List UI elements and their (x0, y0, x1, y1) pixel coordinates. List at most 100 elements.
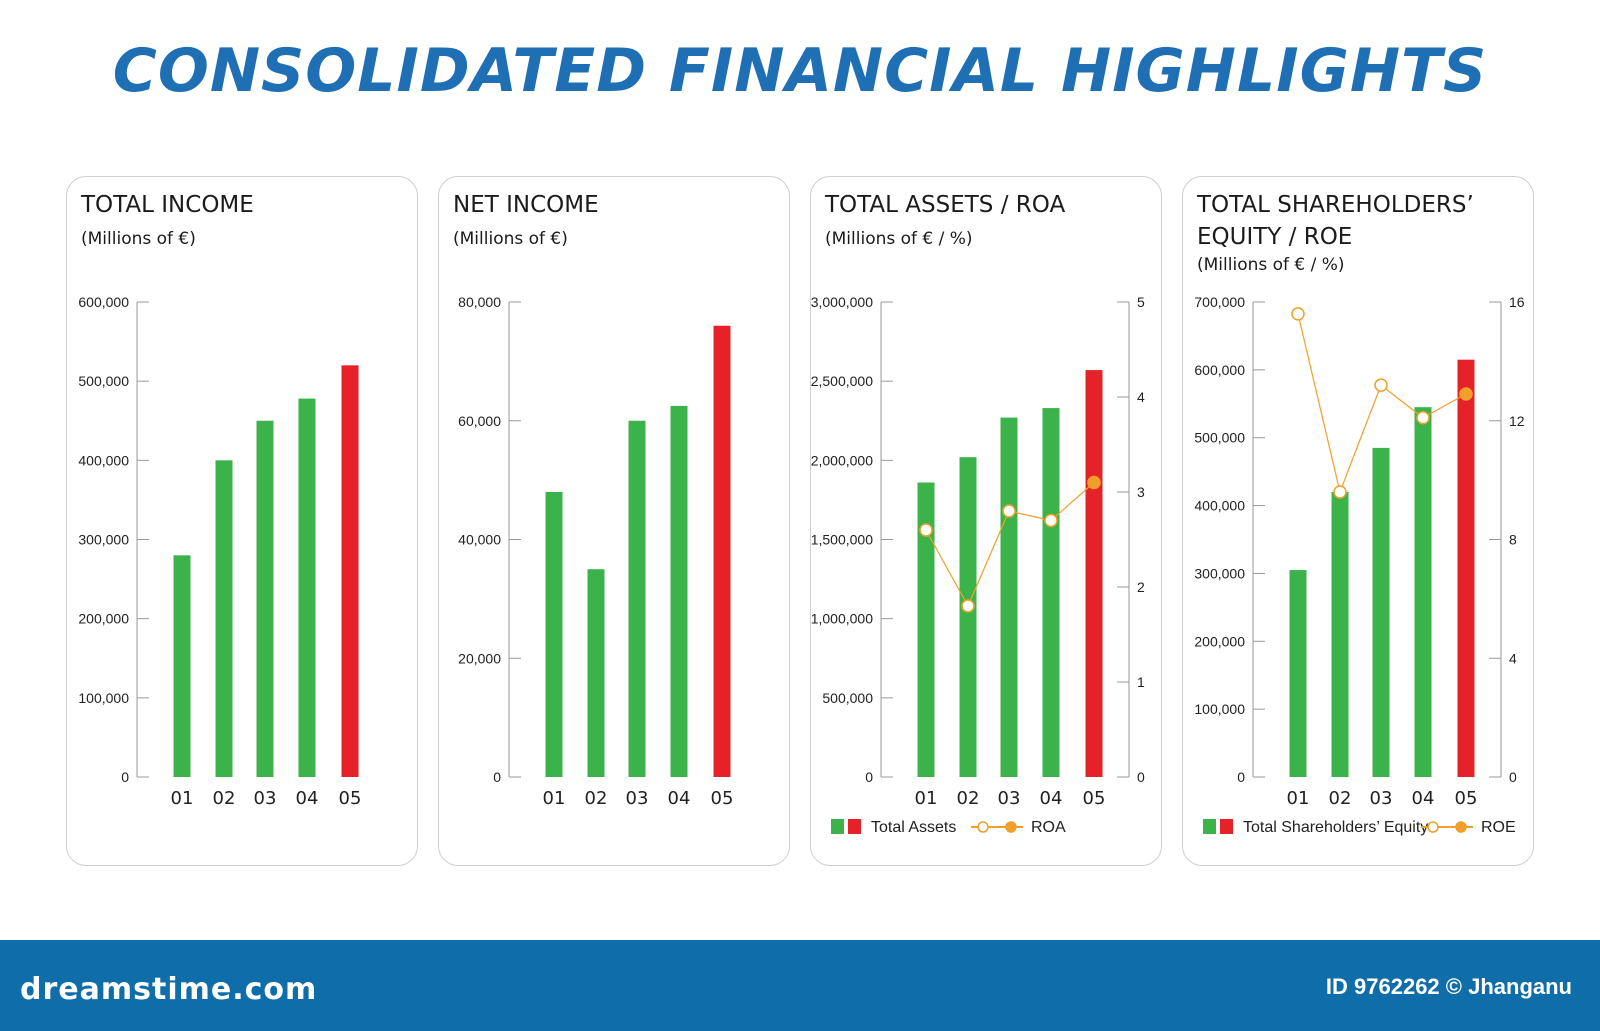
y-tick-label: 3,000,000 (811, 294, 873, 310)
panel-subtitle: (Millions of €) (453, 229, 568, 249)
bar (628, 420, 646, 777)
bar (256, 420, 274, 777)
line-point (1044, 513, 1058, 528)
legend-filled-marker (1005, 821, 1017, 833)
chart-svg: 0 20,000 40,000 60,000 80,000 01 02 03 04 05 (458, 294, 734, 809)
legend-line-label: ROE (1481, 819, 1516, 836)
chart-svg: 0 500,000 1,000,000 1,500,000 2,000,000 2,500… (811, 294, 1145, 836)
panel-title: TOTAL SHAREHOLDERS’ EQUITY / ROE (1197, 192, 1474, 250)
y2-tick-label: 3 (1137, 484, 1145, 500)
y-tick-label: 100,000 (78, 690, 129, 706)
bar (917, 482, 935, 777)
line-point (1002, 504, 1016, 518)
y-tick-label: 700,000 (1194, 294, 1245, 310)
legend-open-marker (1427, 821, 1439, 833)
chart-panel-total-assets-roa: TOTAL ASSETS / ROA (Millions of € / %) 0… (810, 176, 1162, 866)
y2-tick-label: 16 (1509, 294, 1525, 310)
y2-tick-label: 0 (1137, 769, 1145, 785)
bar (215, 460, 233, 777)
y-tick-label: 400,000 (1194, 498, 1245, 514)
image-id-credit: ID 9762262 © Jhanganu (1325, 974, 1572, 999)
x-tick-label: 05 (711, 788, 734, 809)
x-tick-label: 03 (998, 788, 1021, 809)
y-tick-label: 600,000 (1194, 362, 1245, 378)
x-tick-label: 01 (543, 788, 566, 809)
x-tick-label: 01 (171, 788, 194, 809)
x-tick-label: 04 (668, 788, 691, 809)
y2-tick-label: 4 (1509, 650, 1517, 666)
legend-red-swatch (1220, 819, 1233, 834)
y2-tick-label: 12 (1509, 413, 1525, 429)
chart-svg: 0 100,000 200,000 300,000 400,000 500,000 600,… (78, 294, 362, 809)
bar (298, 398, 316, 777)
y-tick-label: 200,000 (1194, 633, 1245, 649)
line-point (1374, 378, 1388, 392)
y-tick-label: 300,000 (1194, 565, 1245, 581)
y-tick-label: 500,000 (78, 373, 129, 389)
panel-title: NET INCOME (453, 192, 599, 218)
chart-svg: 0 100,000 200,000 300,000 400,000 500,000 600,… (1194, 294, 1525, 836)
panel-subtitle: (Millions of €) (81, 229, 196, 249)
y-tick-label: 400,000 (78, 452, 129, 468)
legend-line-label: ROA (1031, 819, 1066, 836)
y2-tick-label: 0 (1509, 769, 1517, 785)
bar (1331, 492, 1349, 777)
x-tick-label: 02 (957, 788, 980, 809)
y-tick-label: 500,000 (1194, 430, 1245, 446)
x-tick-label: 02 (1329, 788, 1352, 809)
y-tick-label: 600,000 (78, 294, 129, 310)
bar (1414, 407, 1432, 777)
bar (670, 405, 688, 777)
bar (545, 492, 563, 777)
chart-panel-net-income: NET INCOME (Millions of €) 0 20,000 40,000… (438, 176, 790, 866)
line-point (1459, 387, 1473, 401)
x-tick-label: 02 (213, 788, 236, 809)
y-tick-label: 0 (121, 769, 129, 785)
line-point (1416, 411, 1430, 425)
y-tick-label: 0 (493, 769, 501, 785)
x-tick-label: 04 (1040, 788, 1063, 809)
y-tick-label: 60,000 (458, 413, 501, 429)
x-tick-label: 03 (626, 788, 649, 809)
bar (1042, 408, 1060, 777)
y2-tick-label: 2 (1137, 579, 1145, 595)
y-tick-label: 80,000 (458, 294, 501, 310)
bar (1457, 359, 1475, 777)
y-tick-label: 1,500,000 (811, 532, 873, 548)
y-tick-label: 40,000 (458, 532, 501, 548)
x-tick-label: 04 (1412, 788, 1435, 809)
footer-bar: dreamstime.com ID 9762262 © Jhanganu (0, 940, 1600, 1031)
bar (1000, 417, 1018, 777)
bar (1085, 370, 1103, 777)
legend-green-swatch (1203, 819, 1216, 834)
x-tick-label: 01 (915, 788, 938, 809)
legend-open-marker (977, 821, 989, 833)
panel-subtitle: (Millions of € / %) (1197, 255, 1345, 275)
x-tick-label: 05 (1083, 788, 1106, 809)
y-tick-label: 0 (865, 769, 873, 785)
bar (1372, 447, 1390, 777)
x-tick-label: 05 (1455, 788, 1478, 809)
x-tick-label: 04 (296, 788, 319, 809)
panel-title: TOTAL ASSETS / ROA (825, 192, 1066, 218)
bar (959, 457, 977, 777)
legend-filled-marker (1455, 821, 1467, 833)
x-tick-label: 02 (585, 788, 608, 809)
y2-tick-label: 5 (1137, 294, 1145, 310)
legend-green-swatch (831, 819, 844, 834)
y-tick-label: 1,000,000 (811, 611, 873, 627)
bar (341, 365, 359, 777)
line-point (1333, 485, 1347, 499)
bar (587, 569, 605, 777)
x-tick-label: 05 (339, 788, 362, 809)
x-tick-label: 03 (254, 788, 277, 809)
line-point (919, 523, 933, 537)
brand-logo[interactable]: dreamstime.com (20, 972, 318, 1007)
x-tick-label: 01 (1287, 788, 1310, 809)
panel-title: TOTAL INCOME (81, 192, 254, 218)
y-tick-label: 0 (1237, 769, 1245, 785)
bar (1289, 570, 1307, 777)
line-point (1291, 307, 1305, 321)
y2-tick-label: 4 (1137, 389, 1145, 405)
y-tick-label: 100,000 (1194, 701, 1245, 717)
